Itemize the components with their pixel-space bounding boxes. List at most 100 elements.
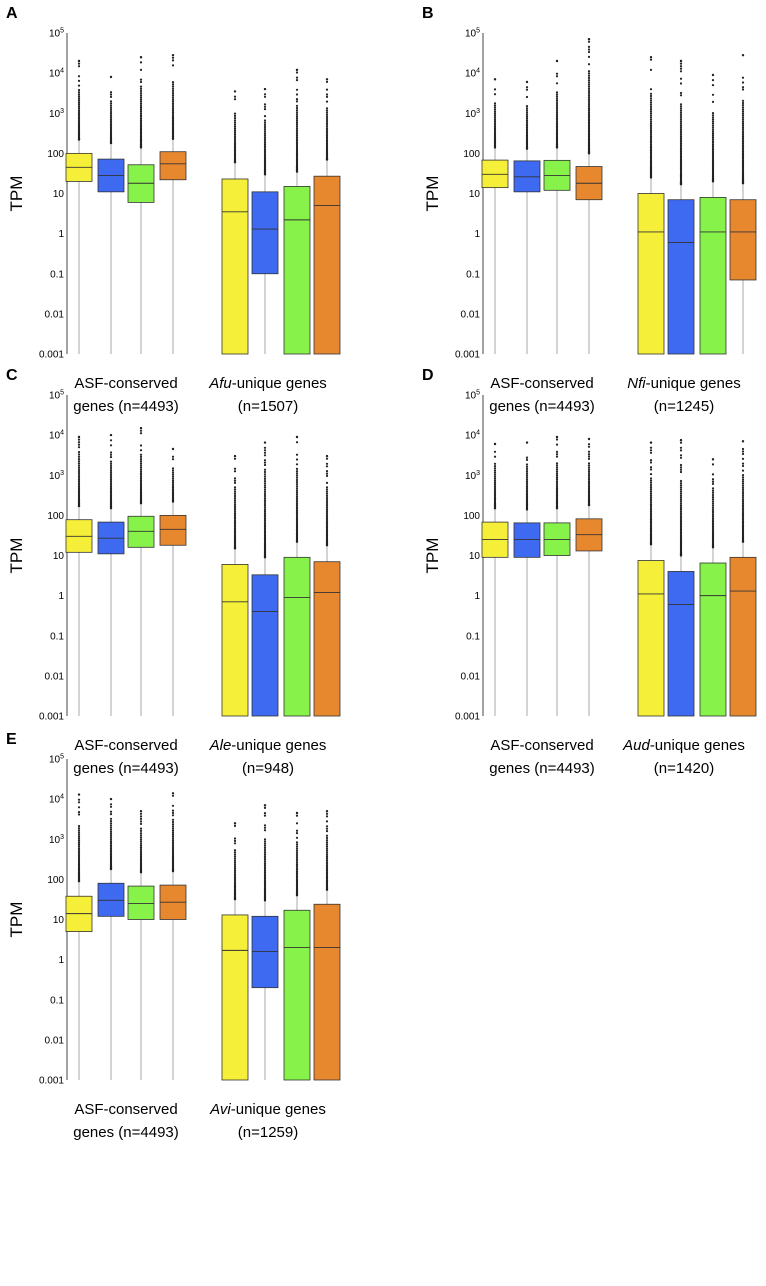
- outlier-point: [649, 135, 653, 138]
- outlier-point: [233, 486, 237, 489]
- outlier-point: [711, 522, 715, 525]
- outlier-point: [493, 114, 497, 117]
- outlier-point: [77, 119, 81, 122]
- outlier-point: [263, 468, 267, 471]
- outlier-point: [525, 123, 529, 126]
- outlier-point: [711, 518, 715, 522]
- outlier-point: [171, 87, 175, 90]
- outlier-max-point: [325, 454, 329, 458]
- outlier-point: [741, 507, 745, 510]
- outlier-point: [109, 803, 113, 806]
- outlier-point: [711, 517, 715, 520]
- outlier-point: [109, 838, 113, 841]
- outlier-point: [741, 476, 745, 479]
- outlier-point: [233, 492, 237, 495]
- outlier-point: [233, 869, 237, 872]
- outlier-max-point: [171, 54, 175, 57]
- box-blue-group1: [513, 441, 541, 716]
- outlier-point: [233, 524, 237, 527]
- outlier-point: [139, 820, 143, 823]
- outlier-point: [77, 62, 81, 65]
- y-tick-label: 103: [49, 470, 64, 482]
- outlier-point: [263, 844, 267, 847]
- outlier-point: [233, 519, 237, 522]
- outlier-point: [741, 500, 745, 503]
- outlier-point: [109, 836, 113, 839]
- outlier-point: [233, 876, 237, 879]
- outlier-max-point: [109, 433, 113, 437]
- outlier-point: [325, 488, 329, 491]
- outlier-point: [109, 845, 113, 848]
- outlier-point: [711, 100, 715, 103]
- outlier-point: [525, 463, 529, 466]
- outlier-point: [555, 113, 559, 116]
- outlier-point: [325, 820, 329, 823]
- outlier-point: [555, 470, 559, 473]
- outlier-point: [295, 506, 299, 509]
- box-yellow-group1: [481, 442, 509, 716]
- outlier-point: [493, 471, 497, 474]
- outlier-point: [295, 859, 299, 862]
- outlier-point: [171, 103, 175, 107]
- outlier-point: [109, 822, 113, 825]
- outlier-point: [493, 490, 497, 493]
- outlier-point: [263, 134, 267, 137]
- outlier-point: [77, 451, 81, 454]
- outlier-point: [109, 487, 113, 490]
- outlier-point: [109, 826, 113, 829]
- outlier-point: [325, 139, 329, 142]
- outlier-point: [295, 106, 299, 110]
- outlier-point: [679, 70, 683, 73]
- outlier-point: [741, 447, 745, 451]
- outlier-point: [679, 65, 683, 68]
- outlier-point: [711, 502, 715, 505]
- panel-e: E 0.001 0.01 0.1 1 10 100 103 104 105 TPM ASF-conse…: [6, 731, 341, 1141]
- outlier-point: [295, 458, 299, 461]
- outlier-point: [649, 512, 653, 515]
- outlier-point: [679, 105, 683, 108]
- box-yellow-group1: [65, 793, 93, 1080]
- outlier-point: [171, 484, 175, 488]
- outlier-point: [233, 119, 237, 122]
- outlier-point: [171, 59, 175, 62]
- outlier-point: [325, 125, 329, 128]
- outlier-point: [139, 119, 143, 122]
- outlier-point: [555, 450, 559, 453]
- outlier-point: [295, 491, 299, 494]
- outlier-point: [171, 105, 175, 108]
- outlier-point: [325, 513, 329, 517]
- outlier-point: [233, 859, 237, 862]
- iqr-box: [159, 151, 187, 181]
- box-blue-group1: [97, 75, 125, 354]
- outlier-point: [555, 126, 559, 129]
- outlier-point: [171, 811, 175, 815]
- outlier-point: [139, 432, 143, 435]
- panel-c: C 0.001 0.01 0.1 1 10 100 103 104 105 TPM ASF-conse…: [6, 367, 341, 777]
- outlier-point: [741, 505, 745, 508]
- outlier-point: [679, 492, 683, 495]
- outlier-point: [493, 130, 497, 133]
- outlier-max-point: [555, 59, 559, 63]
- outlier-point: [139, 104, 143, 107]
- outlier-point: [263, 488, 267, 491]
- outlier-point: [525, 490, 529, 493]
- y-tick-label: 10: [53, 189, 65, 200]
- outlier-point: [233, 481, 237, 484]
- outlier-point: [233, 138, 237, 141]
- outlier-point: [295, 841, 299, 844]
- outlier-point: [109, 482, 113, 485]
- y-tick-label: 10: [469, 189, 481, 200]
- outlier-point: [587, 118, 591, 121]
- outlier-point: [171, 849, 175, 852]
- outlier-point: [525, 492, 529, 495]
- outlier-max-point: [741, 54, 745, 57]
- outlier-point: [555, 472, 559, 475]
- outlier-point: [741, 114, 745, 117]
- outlier-point: [295, 861, 299, 864]
- group-label-line1: Afu-unique genes: [208, 375, 327, 392]
- outlier-point: [741, 494, 745, 497]
- outlier-point: [711, 132, 715, 135]
- outlier-point: [325, 136, 329, 139]
- outlier-point: [263, 524, 267, 527]
- outlier-point: [325, 492, 329, 495]
